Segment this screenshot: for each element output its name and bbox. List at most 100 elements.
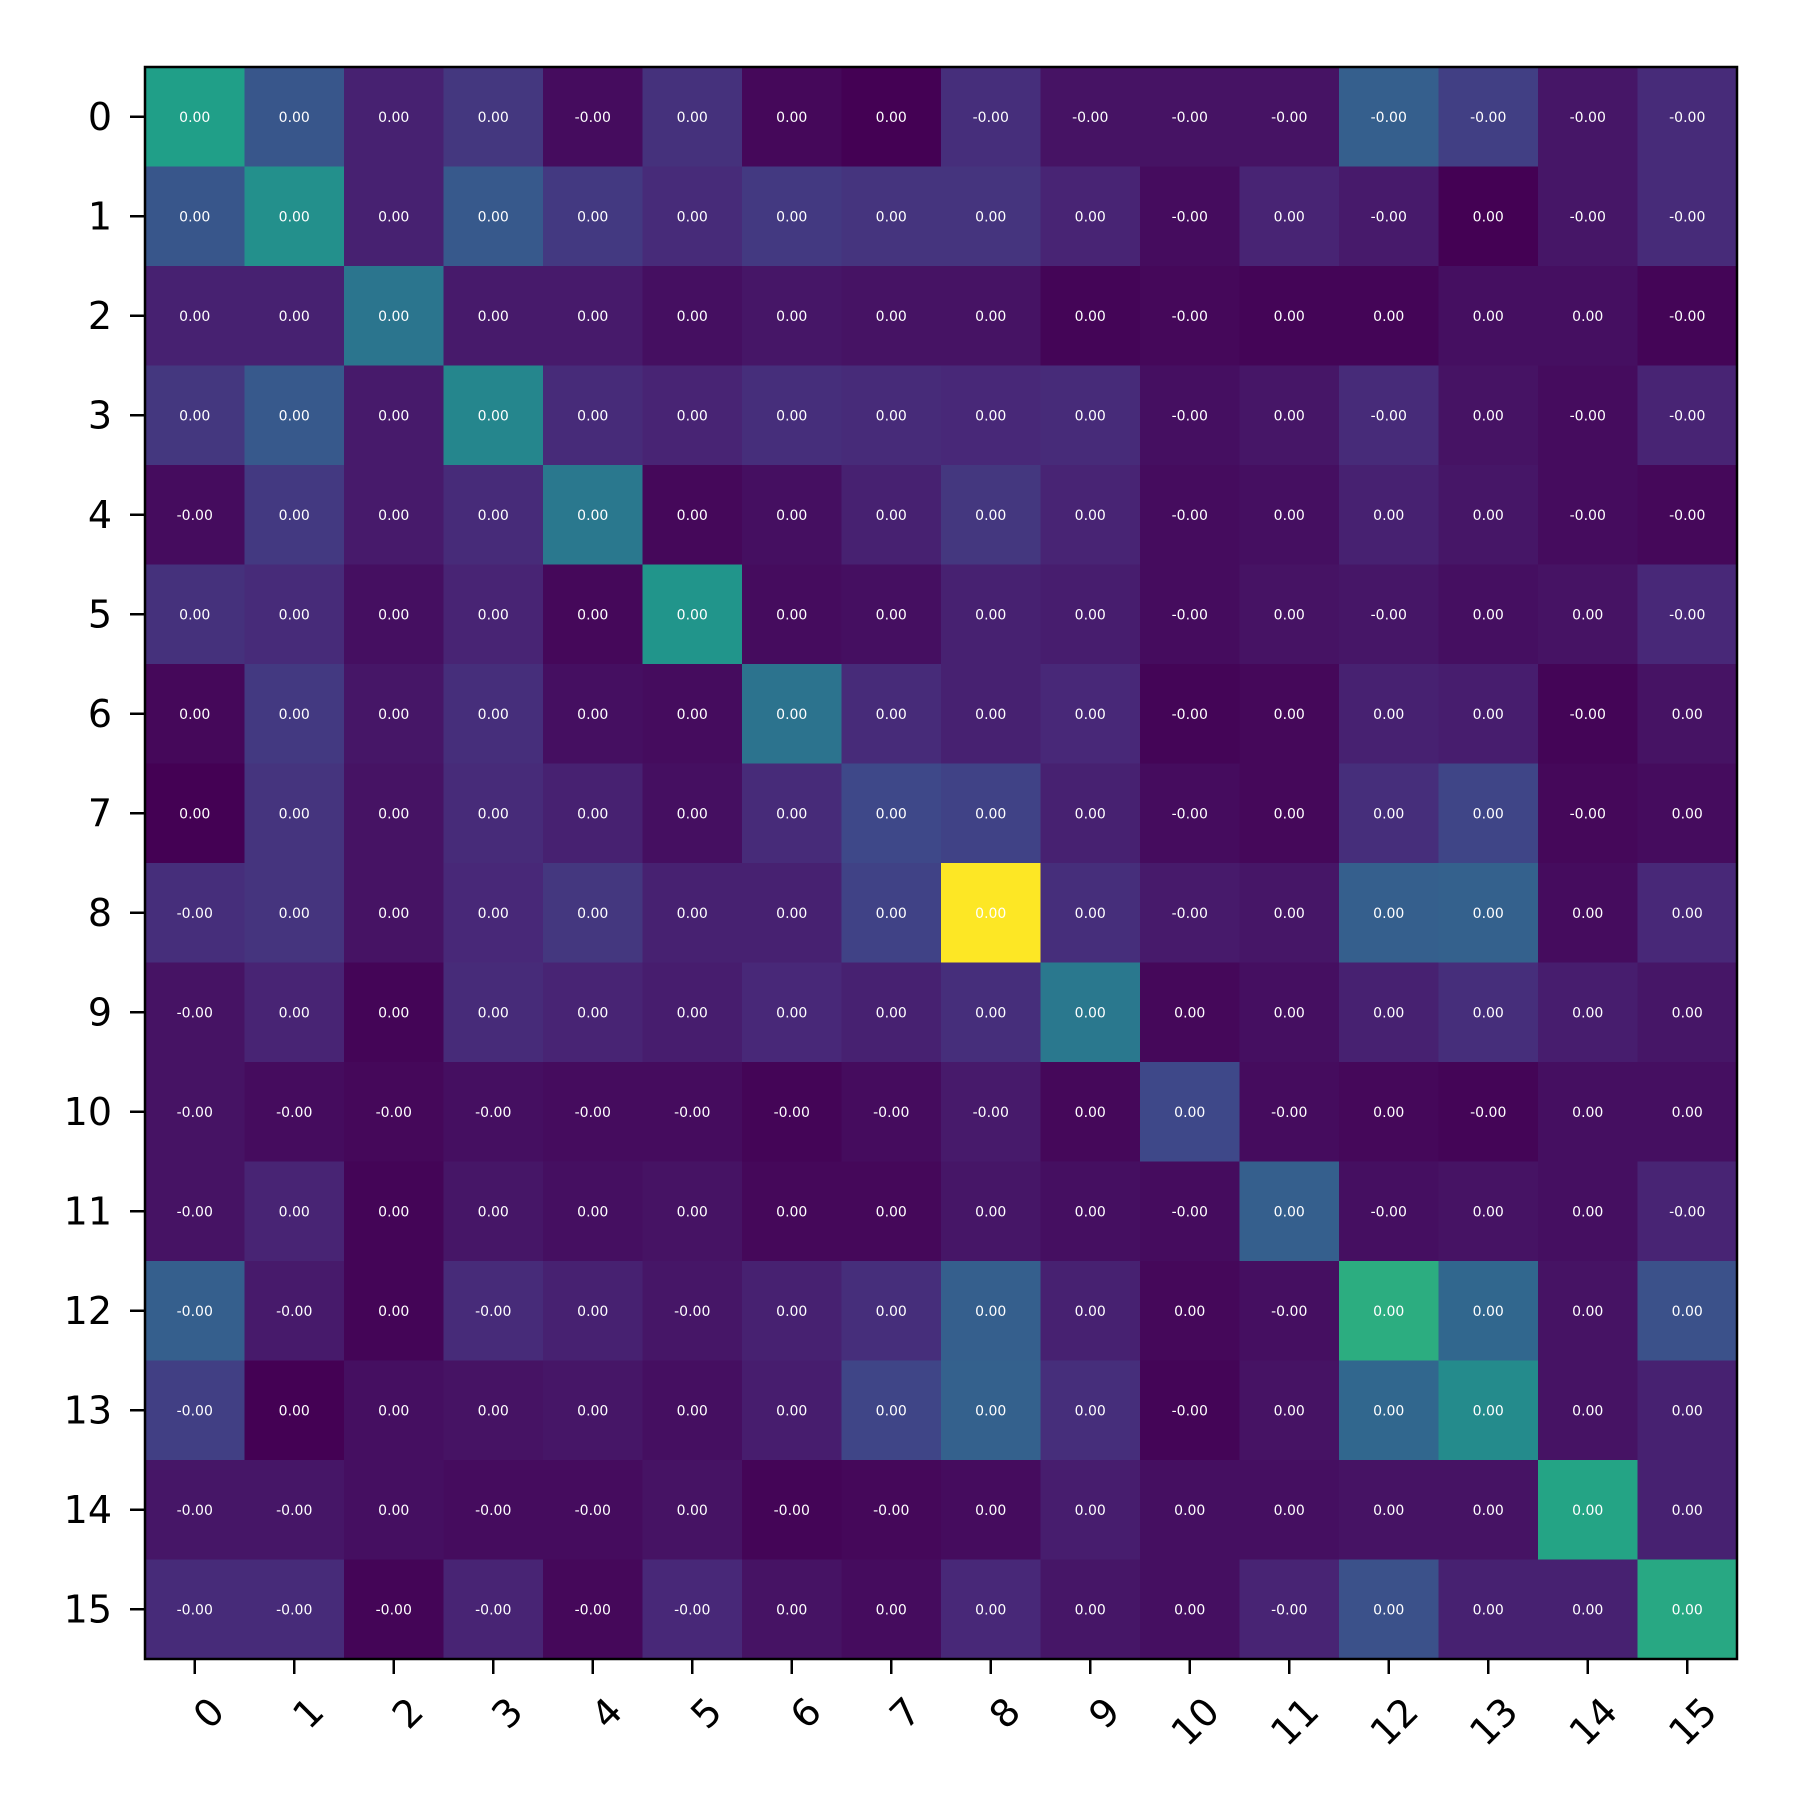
cell-value-label: 0.00 [1373, 906, 1404, 922]
cell-value-label: 0.00 [179, 110, 210, 126]
heatmap-cell-13-13 [1438, 1360, 1539, 1461]
heatmap-cell-5-3 [443, 564, 544, 665]
heatmap-cell-7-14 [1538, 763, 1638, 864]
cell-value-label: 0.00 [876, 408, 907, 424]
heatmap-cell-10-12 [1339, 1062, 1439, 1162]
heatmap-cell-3-15 [1637, 365, 1738, 466]
cell-value-label: 0.00 [179, 408, 210, 424]
heatmap-cell-8-15 [1637, 863, 1738, 963]
cell-value-label: 0.00 [577, 607, 608, 623]
heatmap-cell-3-7 [841, 365, 942, 466]
heatmap-cell-13-3 [443, 1360, 544, 1461]
cell-value-label: 0.00 [776, 1304, 807, 1320]
cell-value-label: -0.00 [475, 1503, 511, 1519]
cell-value-label: 0.00 [1075, 1005, 1106, 1021]
cell-value-label: 0.00 [1473, 1403, 1504, 1419]
heatmap-cell-13-10 [1140, 1360, 1240, 1461]
heatmap-cell-11-13 [1438, 1161, 1539, 1262]
heatmap-cell-9-14 [1538, 962, 1638, 1063]
cell-value-label: 0.00 [677, 1005, 708, 1021]
cell-value-label: 0.00 [378, 806, 409, 822]
cell-value-label: 0.00 [1373, 806, 1404, 822]
cell-value-label: 0.00 [876, 1403, 907, 1419]
cell-value-label: 0.00 [1274, 906, 1305, 922]
cell-value-label: -0.00 [1669, 110, 1705, 126]
cell-value-label: -0.00 [1669, 607, 1705, 623]
cell-value-label: 0.00 [677, 806, 708, 822]
heatmap-cell-5-0 [145, 564, 245, 665]
heatmap-cell-13-5 [642, 1360, 743, 1461]
cell-value-label: 0.00 [1373, 707, 1404, 723]
cell-value-label: -0.00 [575, 1105, 611, 1121]
cell-value-label: 0.00 [975, 1602, 1006, 1618]
cell-value-label: 0.00 [279, 607, 310, 623]
cell-value-label: 0.00 [975, 1304, 1006, 1320]
heatmap-cell-1-3 [443, 166, 544, 267]
heatmap-cell-2-15 [1637, 266, 1738, 366]
cell-value-label: 0.00 [1373, 1005, 1404, 1021]
heatmap-cell-13-7 [841, 1360, 942, 1461]
heatmap-cell-8-9 [1040, 863, 1141, 963]
cell-value-label: 0.00 [876, 806, 907, 822]
heatmap-cell-8-11 [1239, 863, 1340, 963]
heatmap-cell-8-12 [1339, 863, 1439, 963]
cell-value-label: 0.00 [1373, 1403, 1404, 1419]
heatmap-cell-2-9 [1040, 266, 1141, 366]
heatmap-cell-0-3 [443, 67, 544, 167]
heatmap-cell-9-8 [941, 962, 1041, 1063]
heatmap-cell-6-11 [1239, 664, 1340, 764]
heatmap-cell-6-15 [1637, 664, 1738, 764]
cell-value-label: -0.00 [774, 1503, 810, 1519]
cell-value-label: 0.00 [1075, 1403, 1106, 1419]
cell-value-label: 0.00 [1572, 906, 1603, 922]
cell-value-label: -0.00 [575, 1503, 611, 1519]
heatmap-cell-2-12 [1339, 266, 1439, 366]
cell-value-label: 0.00 [1274, 1403, 1305, 1419]
heatmap-cell-5-9 [1040, 564, 1141, 665]
cell-value-label: 0.00 [1473, 408, 1504, 424]
cell-value-label: -0.00 [1172, 1204, 1208, 1220]
cell-value-label: 0.00 [1373, 309, 1404, 325]
heatmap-cell-0-12 [1339, 67, 1439, 167]
cell-value-label: 0.00 [876, 1204, 907, 1220]
cell-value-label: 0.00 [776, 408, 807, 424]
heatmap-cell-4-2 [344, 465, 444, 565]
cell-value-label: -0.00 [376, 1105, 412, 1121]
heatmap-cell-1-9 [1040, 166, 1141, 267]
heatmap-cell-7-11 [1239, 763, 1340, 864]
cell-value-label: 0.00 [1174, 1005, 1205, 1021]
heatmap-cell-1-11 [1239, 166, 1340, 267]
heatmap-cell-1-8 [941, 166, 1041, 267]
heatmap-cell-15-5 [642, 1559, 743, 1660]
cell-value-label: 0.00 [677, 906, 708, 922]
heatmap-cell-2-6 [742, 266, 842, 366]
heatmap-cell-2-5 [642, 266, 743, 366]
y-tick-label: 4 [88, 493, 112, 537]
heatmap-cell-10-5 [642, 1062, 743, 1162]
cell-value-label: 0.00 [478, 508, 509, 524]
cell-value-label: -0.00 [674, 1105, 710, 1121]
y-tick-label: 5 [88, 592, 112, 636]
heatmap-cell-11-8 [941, 1161, 1041, 1262]
cell-value-label: 0.00 [1373, 1105, 1404, 1121]
heatmap-cell-9-1 [244, 962, 345, 1063]
heatmap-cell-12-5 [642, 1261, 743, 1361]
heatmap-cell-14-5 [642, 1460, 743, 1560]
cell-value-label: 0.00 [1572, 1005, 1603, 1021]
heatmap-cell-11-15 [1637, 1161, 1738, 1262]
heatmap-cell-14-15 [1637, 1460, 1738, 1560]
cell-value-label: 0.00 [876, 1005, 907, 1021]
cell-value-label: -0.00 [1570, 806, 1606, 822]
heatmap-cell-15-13 [1438, 1559, 1539, 1660]
cell-value-label: 0.00 [1174, 1105, 1205, 1121]
cell-value-label: 0.00 [1075, 408, 1106, 424]
heatmap-cell-13-14 [1538, 1360, 1638, 1461]
heatmap-cell-12-8 [941, 1261, 1041, 1361]
heatmap-cell-5-13 [1438, 564, 1539, 665]
cell-value-label: 0.00 [975, 1403, 1006, 1419]
heatmap-cell-6-8 [941, 664, 1041, 764]
heatmap-cell-4-4 [543, 465, 643, 565]
cell-value-label: 0.00 [1572, 1602, 1603, 1618]
cell-value-label: 0.00 [279, 408, 310, 424]
heatmap-cell-12-11 [1239, 1261, 1340, 1361]
